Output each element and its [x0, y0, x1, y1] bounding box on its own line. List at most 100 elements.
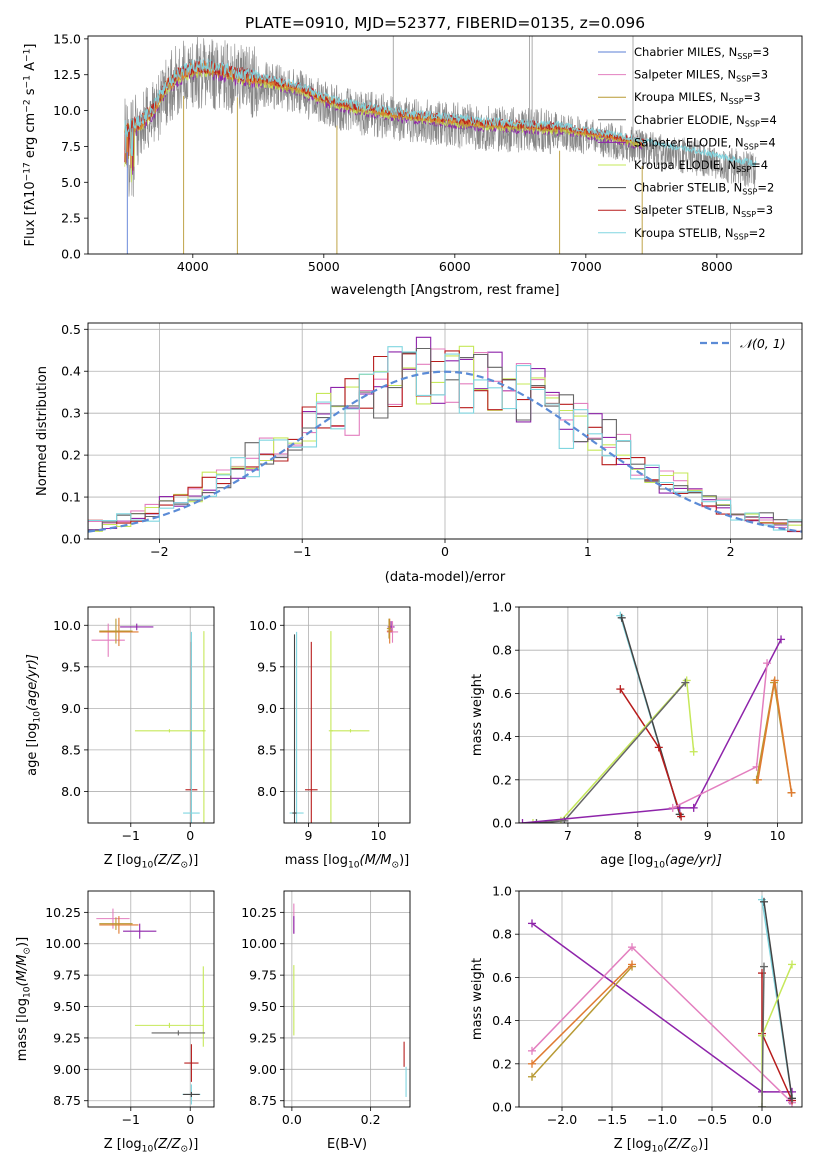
x-tick-label: 10 — [770, 828, 786, 843]
legend-entry: 𝒩(0, 1) — [740, 336, 786, 351]
x-axis-label: age [log10(age/yr)] — [600, 853, 722, 870]
weight-marker — [617, 613, 626, 622]
data-point — [134, 1022, 204, 1028]
y-tick-label: 0.6 — [492, 686, 512, 701]
weight-line — [532, 678, 695, 823]
y-tick-label: 10.00 — [45, 936, 81, 951]
legend-entry-part: =3 — [751, 68, 768, 82]
legend-entry-part: =2 — [757, 181, 774, 195]
y-axis-label: mass [log10(M/M⊙)] — [15, 937, 32, 1061]
x-tick-label: 5000 — [308, 259, 340, 274]
x-axis-label-part: (age/yr)] — [665, 853, 722, 868]
weight-marker — [760, 962, 768, 971]
x-tick-label: 6000 — [439, 259, 471, 274]
x-tick-label: 0 — [441, 544, 449, 559]
weight-marker — [532, 819, 541, 823]
data-point — [151, 1030, 206, 1036]
axes-frame — [283, 890, 411, 1108]
plot-area — [88, 336, 802, 535]
x-tick-label: 9 — [704, 828, 712, 843]
x-axis-label-part: )] — [399, 853, 409, 868]
y-tick-label: 10.00 — [241, 936, 277, 951]
x-axis-label-part: 10 — [653, 860, 665, 870]
y-axis-label-part: mass [log — [15, 998, 30, 1061]
weight-marker — [654, 743, 663, 752]
y-tick-label: 8.5 — [257, 742, 277, 757]
weight-line — [755, 682, 793, 793]
x-tick-label: −1 — [122, 828, 140, 843]
y-tick-label: 9.25 — [53, 1030, 81, 1045]
weight-marker — [758, 969, 766, 978]
panel-weight_vs_Z: −2.0 −1.5 −1.0 −0.5 0.0 0.0 0.2 0.4 0.6 0.8 1.0 Z [… — [470, 884, 803, 1154]
y-tick-label: 1.0 — [492, 884, 512, 899]
y-tick-label: 8.0 — [61, 784, 81, 799]
data-point — [134, 729, 204, 733]
panel-residuals: −2 −1 0 1 2 0.0 0.1 0.2 0.3 0.4 0.5 (data-model)/er… — [35, 322, 803, 585]
x-axis-label-part: ⊙ — [691, 1144, 699, 1154]
y-axis-label: age [log10(age/yr)] — [25, 654, 42, 776]
grid — [88, 607, 214, 823]
y-tick-label: 0.2 — [492, 1056, 512, 1071]
y-axis-label-part: erg cm — [23, 113, 38, 162]
legend-entry-part: Chabrier MILES, N — [634, 45, 737, 59]
weight-line — [531, 966, 633, 1078]
data-point — [99, 916, 139, 934]
data-point — [201, 966, 206, 1047]
y-tick-label: 12.5 — [53, 67, 81, 82]
y-tick-label: 0.6 — [492, 970, 512, 985]
y-axis-label-part: λ — [23, 198, 38, 206]
spectrum-line — [124, 36, 757, 197]
gaussian-curve — [88, 370, 802, 533]
x-axis-label-part: Z [log — [104, 1137, 142, 1152]
legend-entry-part: Salpeter STELIB, N — [634, 203, 741, 217]
y-axis-label-part: (M/M — [15, 955, 30, 987]
weight-marker — [689, 747, 698, 756]
x-tick-label: 0 — [186, 828, 194, 843]
y-tick-label: 9.5 — [61, 659, 81, 674]
x-axis-label-part: 10 — [652, 1144, 664, 1154]
legend: 𝒩(0, 1) — [700, 336, 786, 351]
y-tick-label: 15.0 — [53, 31, 81, 46]
histogram-step — [88, 346, 802, 532]
x-axis-label-part: ⊙ — [391, 860, 399, 870]
legend-entry-part: =4 — [760, 113, 777, 127]
x-axis-label-part: mass [log — [285, 853, 348, 868]
data-point — [202, 631, 206, 823]
data-point — [386, 618, 393, 644]
grid — [519, 890, 802, 1108]
x-axis-label: E(B-V) — [327, 1137, 367, 1152]
legend-entry-part: SSP — [736, 74, 751, 83]
y-tick-label: 9.0 — [257, 701, 277, 716]
y-axis-label-part: 10 — [22, 986, 32, 998]
weight-line — [763, 901, 793, 1099]
legend-entry-part: SSP — [737, 52, 752, 61]
weight-marker — [689, 803, 698, 812]
x-axis-label-part: 10 — [348, 860, 360, 870]
y-axis-label-part: )] — [15, 937, 30, 947]
x-tick-label: 8 — [634, 828, 642, 843]
data-point — [292, 634, 297, 823]
weight-line — [522, 639, 782, 823]
y-axis-label-part: Flux [f — [23, 205, 38, 246]
grid — [284, 607, 410, 823]
x-axis-label-part: )] — [698, 1137, 708, 1152]
y-tick-label: 10.0 — [53, 618, 81, 633]
x-tick-label: 10 — [371, 828, 387, 843]
y-tick-label: 10.0 — [53, 103, 81, 118]
weight-marker — [528, 819, 537, 823]
x-axis-label: wavelength [Angstrom, rest frame] — [331, 283, 560, 298]
panel-mass_vs_ebv: 0.0 0.2 8.75 9.00 9.25 9.50 9.75 10.00 10.25 E(B-… — [241, 890, 411, 1152]
x-axis-label-part: age [log — [600, 853, 653, 868]
y-axis-label-part: 10 — [32, 711, 42, 723]
x-axis-label-part: ⊙ — [181, 1144, 189, 1154]
plot-area — [96, 908, 206, 1105]
y-tick-label: 0.8 — [492, 643, 512, 658]
y-tick-label: 0.5 — [61, 322, 81, 337]
spectrum-line — [124, 58, 757, 167]
legend-entry-part: SSP — [745, 120, 760, 129]
y-tick-label: 1.0 — [492, 600, 512, 615]
data-point — [386, 618, 392, 639]
legend-entry-part: SSP — [729, 97, 744, 106]
